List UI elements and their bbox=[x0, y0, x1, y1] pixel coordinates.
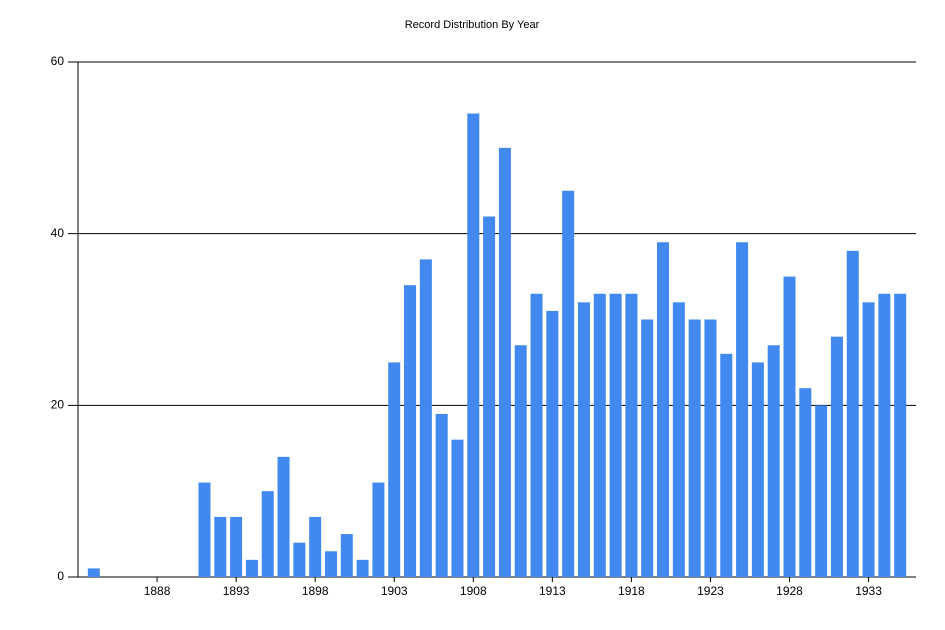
x-tick-label: 1898 bbox=[302, 584, 329, 598]
bar bbox=[672, 302, 685, 577]
bar bbox=[562, 190, 575, 577]
bar bbox=[356, 559, 369, 577]
y-tick-label: 20 bbox=[51, 398, 65, 412]
bar bbox=[514, 345, 527, 577]
bar bbox=[609, 293, 622, 577]
x-tick-label: 1908 bbox=[460, 584, 487, 598]
bar bbox=[736, 242, 749, 577]
x-tick-label: 1913 bbox=[539, 584, 566, 598]
bar bbox=[309, 516, 322, 577]
x-tick-label: 1918 bbox=[618, 584, 645, 598]
x-tick-label: 1903 bbox=[381, 584, 408, 598]
bar bbox=[198, 482, 211, 577]
y-tick-label: 60 bbox=[51, 54, 65, 68]
bar bbox=[751, 362, 764, 577]
bar bbox=[419, 259, 432, 577]
bar bbox=[277, 456, 290, 577]
bar bbox=[435, 413, 448, 577]
y-tick-label: 0 bbox=[57, 569, 64, 583]
bar bbox=[688, 319, 701, 577]
bar bbox=[467, 113, 480, 577]
x-tick-label: 1888 bbox=[144, 584, 171, 598]
bar bbox=[830, 336, 843, 577]
bar bbox=[862, 302, 875, 577]
bar bbox=[87, 568, 100, 577]
bar bbox=[340, 534, 353, 577]
bar bbox=[483, 216, 496, 577]
bar bbox=[657, 242, 670, 577]
bar bbox=[799, 388, 812, 577]
bar bbox=[641, 319, 654, 577]
x-tick-label: 1893 bbox=[223, 584, 250, 598]
x-tick-label: 1923 bbox=[697, 584, 724, 598]
bar bbox=[293, 542, 306, 577]
bar bbox=[625, 293, 638, 577]
bar bbox=[815, 405, 828, 577]
bar bbox=[498, 147, 511, 578]
bar bbox=[767, 345, 780, 577]
bar bbox=[230, 516, 243, 577]
x-tick-label: 1933 bbox=[855, 584, 882, 598]
bar bbox=[878, 293, 891, 577]
bar bbox=[214, 516, 227, 577]
bar bbox=[593, 293, 606, 577]
x-tick-label: 1928 bbox=[776, 584, 803, 598]
bar bbox=[846, 250, 859, 578]
bar bbox=[451, 439, 464, 577]
bar bbox=[324, 551, 337, 577]
bar bbox=[245, 559, 258, 577]
bar bbox=[546, 310, 559, 577]
bar bbox=[372, 482, 385, 577]
chart-title: Record Distribution By Year bbox=[405, 19, 540, 31]
y-tick-label: 40 bbox=[51, 226, 65, 240]
bar bbox=[704, 319, 717, 577]
bar bbox=[530, 293, 543, 577]
bar bbox=[404, 285, 417, 577]
bar bbox=[577, 302, 590, 577]
bar bbox=[261, 491, 274, 577]
bar bbox=[720, 353, 733, 577]
bar bbox=[783, 276, 796, 577]
bar bbox=[388, 362, 401, 577]
bar bbox=[894, 293, 907, 577]
